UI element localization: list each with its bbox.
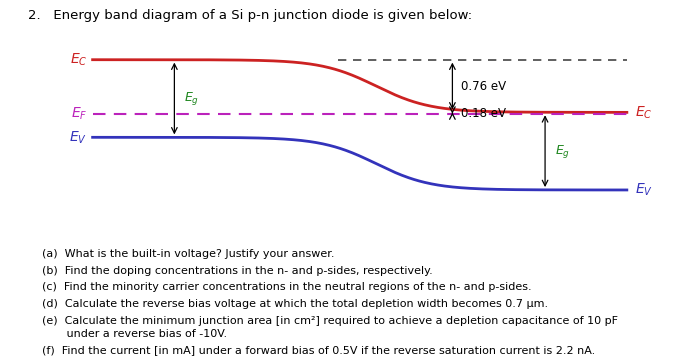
- Text: 2.   Energy band diagram of a Si p-n junction diode is given below:: 2. Energy band diagram of a Si p-n junct…: [28, 9, 472, 22]
- Text: $E_F$: $E_F$: [71, 106, 88, 122]
- Text: (a)  What is the built-in voltage? Justify your answer.: (a) What is the built-in voltage? Justif…: [42, 249, 335, 259]
- Text: (e)  Calculate the minimum junction area [in cm²] required to achieve a depletio: (e) Calculate the minimum junction area …: [42, 316, 618, 326]
- Text: 0.18 eV: 0.18 eV: [461, 107, 505, 120]
- Text: $E_V$: $E_V$: [635, 182, 653, 198]
- Text: under a reverse bias of -10V.: under a reverse bias of -10V.: [42, 329, 227, 339]
- Text: 0.76 eV: 0.76 eV: [461, 79, 505, 92]
- Text: (b)  Find the doping concentrations in the n- and p-sides, respectively.: (b) Find the doping concentrations in th…: [42, 266, 433, 276]
- Text: (f)  Find the current [in mA] under a forward bias of 0.5V if the reverse satura: (f) Find the current [in mA] under a for…: [42, 345, 595, 355]
- Text: $E_C$: $E_C$: [635, 104, 652, 121]
- Text: (d)  Calculate the reverse bias voltage at which the total depletion width becom: (d) Calculate the reverse bias voltage a…: [42, 299, 548, 309]
- Text: $E_C$: $E_C$: [69, 52, 88, 68]
- Text: $E_g$: $E_g$: [184, 90, 199, 107]
- Text: $E_V$: $E_V$: [69, 129, 88, 145]
- Text: (c)  Find the minority carrier concentrations in the neutral regions of the n- a: (c) Find the minority carrier concentrat…: [42, 282, 531, 292]
- Text: $E_g$: $E_g$: [555, 143, 570, 160]
